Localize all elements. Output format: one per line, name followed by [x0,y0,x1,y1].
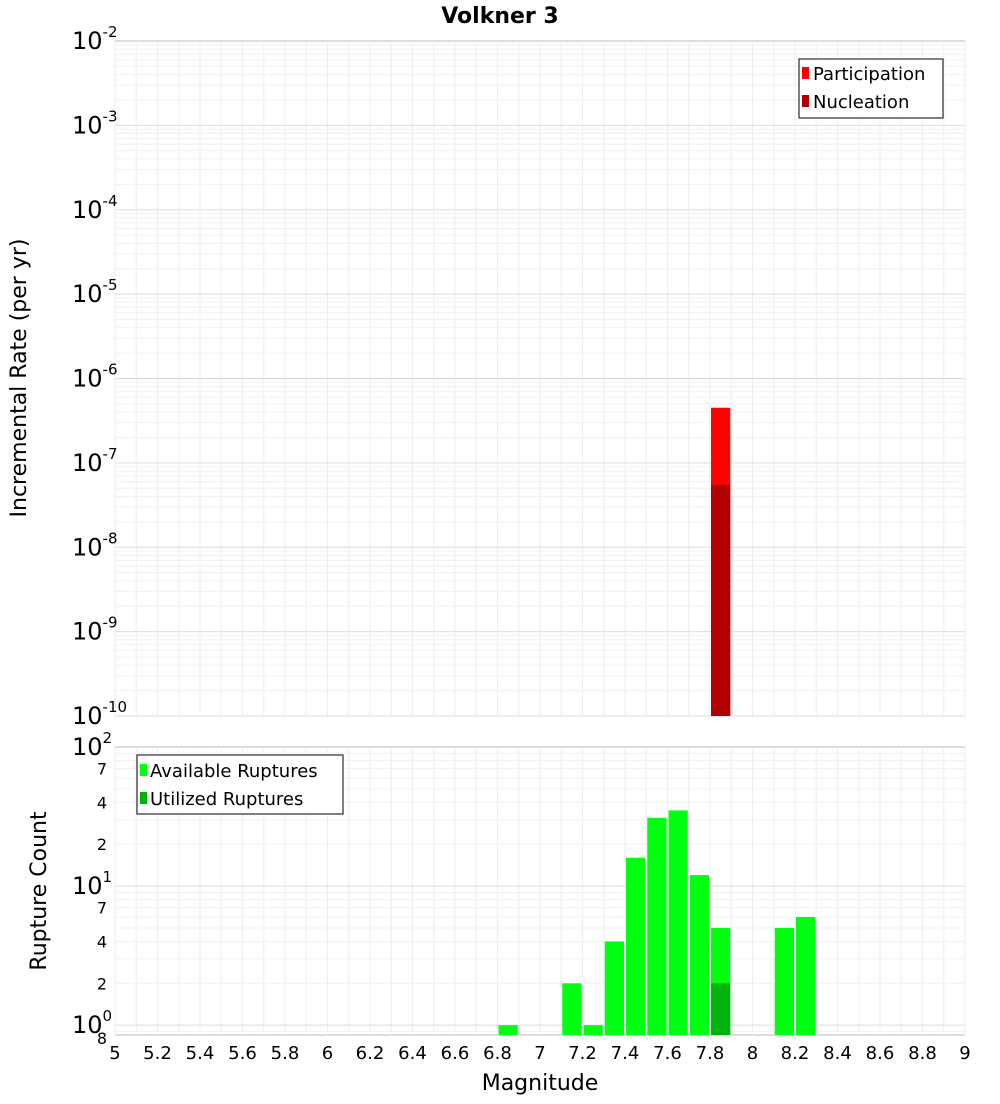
x-tick-label: 6.8 [483,1043,512,1064]
bar-nucleation [711,484,731,716]
rate-bars [711,407,731,716]
rate-panel: 10-10 10-9 10-8 10-7 10-6 10-5 10-4 10-3 10-2 In… [7,23,966,730]
legend-label-available: Available Ruptures [150,761,318,782]
count-legend-box [136,754,344,815]
count-x-ticks: 5 5.2 5.4 5.6 5.8 6 6.2 6.4 6.6 6.8 7 7.2 7.4 7.6 7.8 8… [109,1043,970,1064]
x-axis-label: Magnitude [482,1071,599,1096]
x-tick-label: 7.4 [611,1043,640,1064]
x-tick-label: 8.6 [866,1043,895,1064]
x-tick-label: 6.4 [398,1043,427,1064]
x-tick-label: 8.4 [823,1043,852,1064]
y-minor-tick-label: 8 [97,1029,107,1048]
count-legend: Available Ruptures Utilized Ruptures [136,754,344,815]
y-minor-tick-label: 4 [97,932,107,951]
legend-swatch-available [140,764,147,776]
y-tick-label: 10-4 [72,192,118,224]
legend-swatch-nucleation [802,95,809,107]
y-minor-tick-label: 2 [97,835,107,854]
y-tick-label: 101 [72,868,112,900]
x-tick-label: 6 [322,1043,333,1064]
x-tick-label: 9 [959,1043,970,1064]
x-tick-label: 5.4 [186,1043,215,1064]
x-tick-label: 8 [747,1043,758,1064]
y-minor-tick-label: 7 [97,760,107,779]
legend-swatch-participation [802,67,809,79]
x-tick-label: 5.6 [228,1043,257,1064]
bar-available-ruptures [796,916,816,1035]
bar-available-ruptures [583,1025,603,1035]
y-tick-label: 10-9 [72,614,118,646]
x-tick-label: 7.2 [568,1043,597,1064]
rate-y-ticks: 10-10 10-9 10-8 10-7 10-6 10-5 10-4 10-3 10-2 [72,23,127,730]
x-tick-label: 6.2 [356,1043,385,1064]
x-tick-label: 5.8 [271,1043,300,1064]
y-minor-tick-label: 2 [97,974,107,993]
x-tick-label: 5.2 [143,1043,172,1064]
y-tick-label: 10-10 [72,698,127,730]
y-tick-label: 102 [72,729,112,761]
bar-available-ruptures [647,817,667,1035]
bar-available-ruptures [604,941,624,1035]
count-bars [498,810,816,1035]
bar-available-ruptures [562,983,582,1035]
y-minor-tick-label: 7 [97,899,107,918]
rate-legend: Participation Nucleation [798,58,944,119]
count-y-ticks: 100 101 102 8 2 4 7 2 4 7 [72,729,112,1048]
y-tick-label: 10-8 [72,529,118,561]
rate-grid [114,41,966,717]
rate-legend-box [798,58,944,119]
bar-available-ruptures [774,927,794,1035]
x-tick-label: 8.8 [908,1043,937,1064]
x-tick-label: 8.2 [781,1043,810,1064]
count-panel: 100 101 102 8 2 4 7 2 4 7 5 5.2 5.4 5.6 5.8 6 6.2 6.4 6.6… [27,729,971,1096]
bar-available-ruptures [498,1025,518,1035]
legend-swatch-utilized [140,792,147,804]
bar-available-ruptures [668,810,688,1035]
rate-y-axis-label: Incremental Rate (per yr) [7,239,32,518]
y-tick-label: 10-7 [72,445,118,477]
y-tick-label: 100 [72,1007,112,1039]
legend-label-nucleation: Nucleation [813,92,909,113]
x-tick-label: 7 [534,1043,545,1064]
y-tick-label: 10-6 [72,361,118,393]
bar-available-ruptures [626,857,646,1035]
y-minor-tick-label: 4 [97,793,107,812]
x-tick-label: 6.6 [441,1043,470,1064]
bar-available-ruptures [689,875,709,1035]
y-tick-label: 10-3 [72,107,118,139]
legend-label-utilized: Utilized Ruptures [150,789,303,810]
x-tick-label: 7.6 [653,1043,682,1064]
x-tick-label: 5 [109,1043,120,1064]
x-tick-label: 7.8 [696,1043,725,1064]
y-tick-label: 10-5 [72,276,118,308]
count-y-axis-label: Rupture Count [27,811,52,971]
legend-label-participation: Participation [813,64,925,85]
bar-utilized-ruptures [711,983,731,1035]
chart-title: Volkner 3 [441,4,559,29]
y-tick-label: 10-2 [72,23,118,55]
